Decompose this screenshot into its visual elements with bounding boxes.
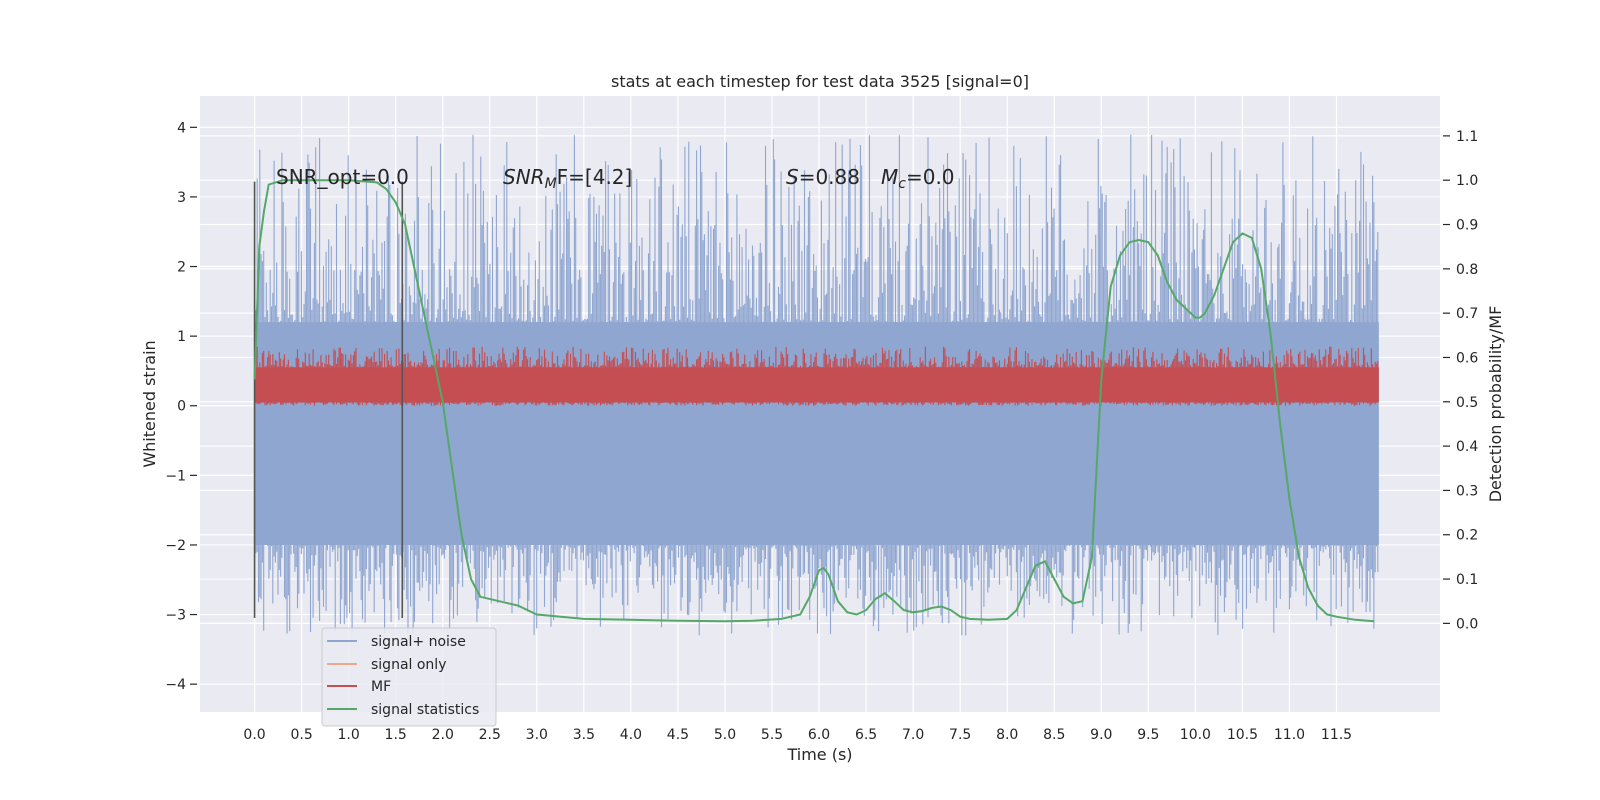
x-tick-label: 2.0 xyxy=(432,727,454,743)
y-tick-labels: 4 3 2 1 0 −1 −2 −3 −4 xyxy=(165,120,197,693)
x-tick-labels: 0.0 0.5 1.0 1.5 2.0 2.5 3.0 3.5 4.0 4.5 5.0 5.5 6.0 6… xyxy=(243,727,1352,743)
x-tick-label: 7.5 xyxy=(949,727,971,743)
y-tick-label: −1 xyxy=(165,468,186,484)
x-tick-label: 2.5 xyxy=(479,727,501,743)
x-tick-label: 11.0 xyxy=(1274,727,1305,743)
y-tick-label: 2 xyxy=(177,260,186,276)
x-tick-label: 4.5 xyxy=(667,727,689,743)
right-y-axis-label: Detection probability/MF xyxy=(1486,306,1505,503)
signal-statistics-line xyxy=(253,179,1375,623)
right-y-tick-label: 0.3 xyxy=(1456,483,1478,499)
y-tick-label: 0 xyxy=(177,399,186,415)
x-tick-label: 6.5 xyxy=(855,727,877,743)
x-tick-label: 1.0 xyxy=(338,727,360,743)
right-y-tick-label: 0.0 xyxy=(1456,616,1478,632)
x-tick-label: 0.0 xyxy=(243,727,265,743)
right-y-tick-label: 0.6 xyxy=(1456,350,1478,366)
legend-label-signal-only: signal only xyxy=(371,657,446,673)
mc-symbol: M xyxy=(881,165,898,189)
snr-mf-subscript: M xyxy=(545,176,557,192)
x-tick-label: 3.5 xyxy=(573,727,595,743)
x-tick-label: 0.5 xyxy=(290,727,312,743)
mc-value: =0.0 xyxy=(906,165,955,189)
annotation-snr-opt: SNR_opt=0.0 xyxy=(276,165,409,189)
right-y-tick-label: 0.1 xyxy=(1456,572,1478,588)
x-tick-label: 5.0 xyxy=(714,727,736,743)
annotation-snr-mf: SNRMF=[4.2] xyxy=(503,165,632,192)
x-tick-label: 10.0 xyxy=(1180,727,1211,743)
y-axis-label: Whitened strain xyxy=(140,340,159,467)
x-tick-label: 10.5 xyxy=(1227,727,1258,743)
x-tick-label: 9.0 xyxy=(1090,727,1112,743)
mc-subscript: c xyxy=(898,176,906,192)
right-y-tick-label: 0.9 xyxy=(1456,218,1478,234)
x-tick-label: 6.0 xyxy=(808,727,830,743)
y-tick-label: −3 xyxy=(165,608,186,624)
annotation-s: S=0.88 xyxy=(786,165,860,189)
y-tick-label: −2 xyxy=(165,538,186,554)
x-tick-label: 1.5 xyxy=(385,727,407,743)
right-y-tick-label: 0.8 xyxy=(1456,262,1478,278)
legend-label-mf: MF xyxy=(371,679,391,695)
annotation-mc: Mc=0.0 xyxy=(881,165,955,192)
legend-box xyxy=(321,627,497,727)
x-tick-label: 8.5 xyxy=(1043,727,1065,743)
s-value: =0.88 xyxy=(799,165,860,189)
x-tick-label: 11.5 xyxy=(1321,727,1352,743)
snr-mf-value: F=[4.2] xyxy=(557,165,633,189)
vertical-markers xyxy=(253,181,404,619)
right-y-tick-label: 0.2 xyxy=(1456,528,1478,544)
right-y-tick-labels: 1.1 1.0 0.9 0.8 0.7 0.6 0.5 0.4 0.3 0.2 0.1 0.0 xyxy=(1443,129,1478,632)
right-y-tick-label: 0.7 xyxy=(1456,306,1478,322)
legend-label-signal-statistics: signal statistics xyxy=(371,702,479,718)
legend-label-signal-noise: signal+ noise xyxy=(371,634,466,650)
x-tick-label: 3.0 xyxy=(526,727,548,743)
y-tick-label: 3 xyxy=(177,190,186,206)
y-tick-label: −4 xyxy=(165,677,186,693)
legend: signal+ noise signal only MF signal stat… xyxy=(321,627,497,727)
right-y-tick-label: 0.4 xyxy=(1456,439,1478,455)
y-tick-label: 4 xyxy=(177,120,186,136)
x-axis-label: Time (s) xyxy=(786,745,852,764)
snr-mf-symbol: SNR xyxy=(503,165,545,189)
right-y-tick-label: 1.1 xyxy=(1456,129,1478,145)
x-tick-label: 9.5 xyxy=(1137,727,1159,743)
x-tick-label: 8.0 xyxy=(996,727,1018,743)
right-y-tick-label: 1.0 xyxy=(1456,173,1478,189)
s-symbol: S xyxy=(786,165,799,189)
x-tick-label: 4.0 xyxy=(620,727,642,743)
chart-title: stats at each timestep for test data 352… xyxy=(611,72,1029,91)
x-tick-label: 5.5 xyxy=(761,727,783,743)
y-tick-label: 1 xyxy=(177,329,186,345)
x-tick-label: 7.0 xyxy=(902,727,924,743)
right-y-tick-label: 0.5 xyxy=(1456,395,1478,411)
